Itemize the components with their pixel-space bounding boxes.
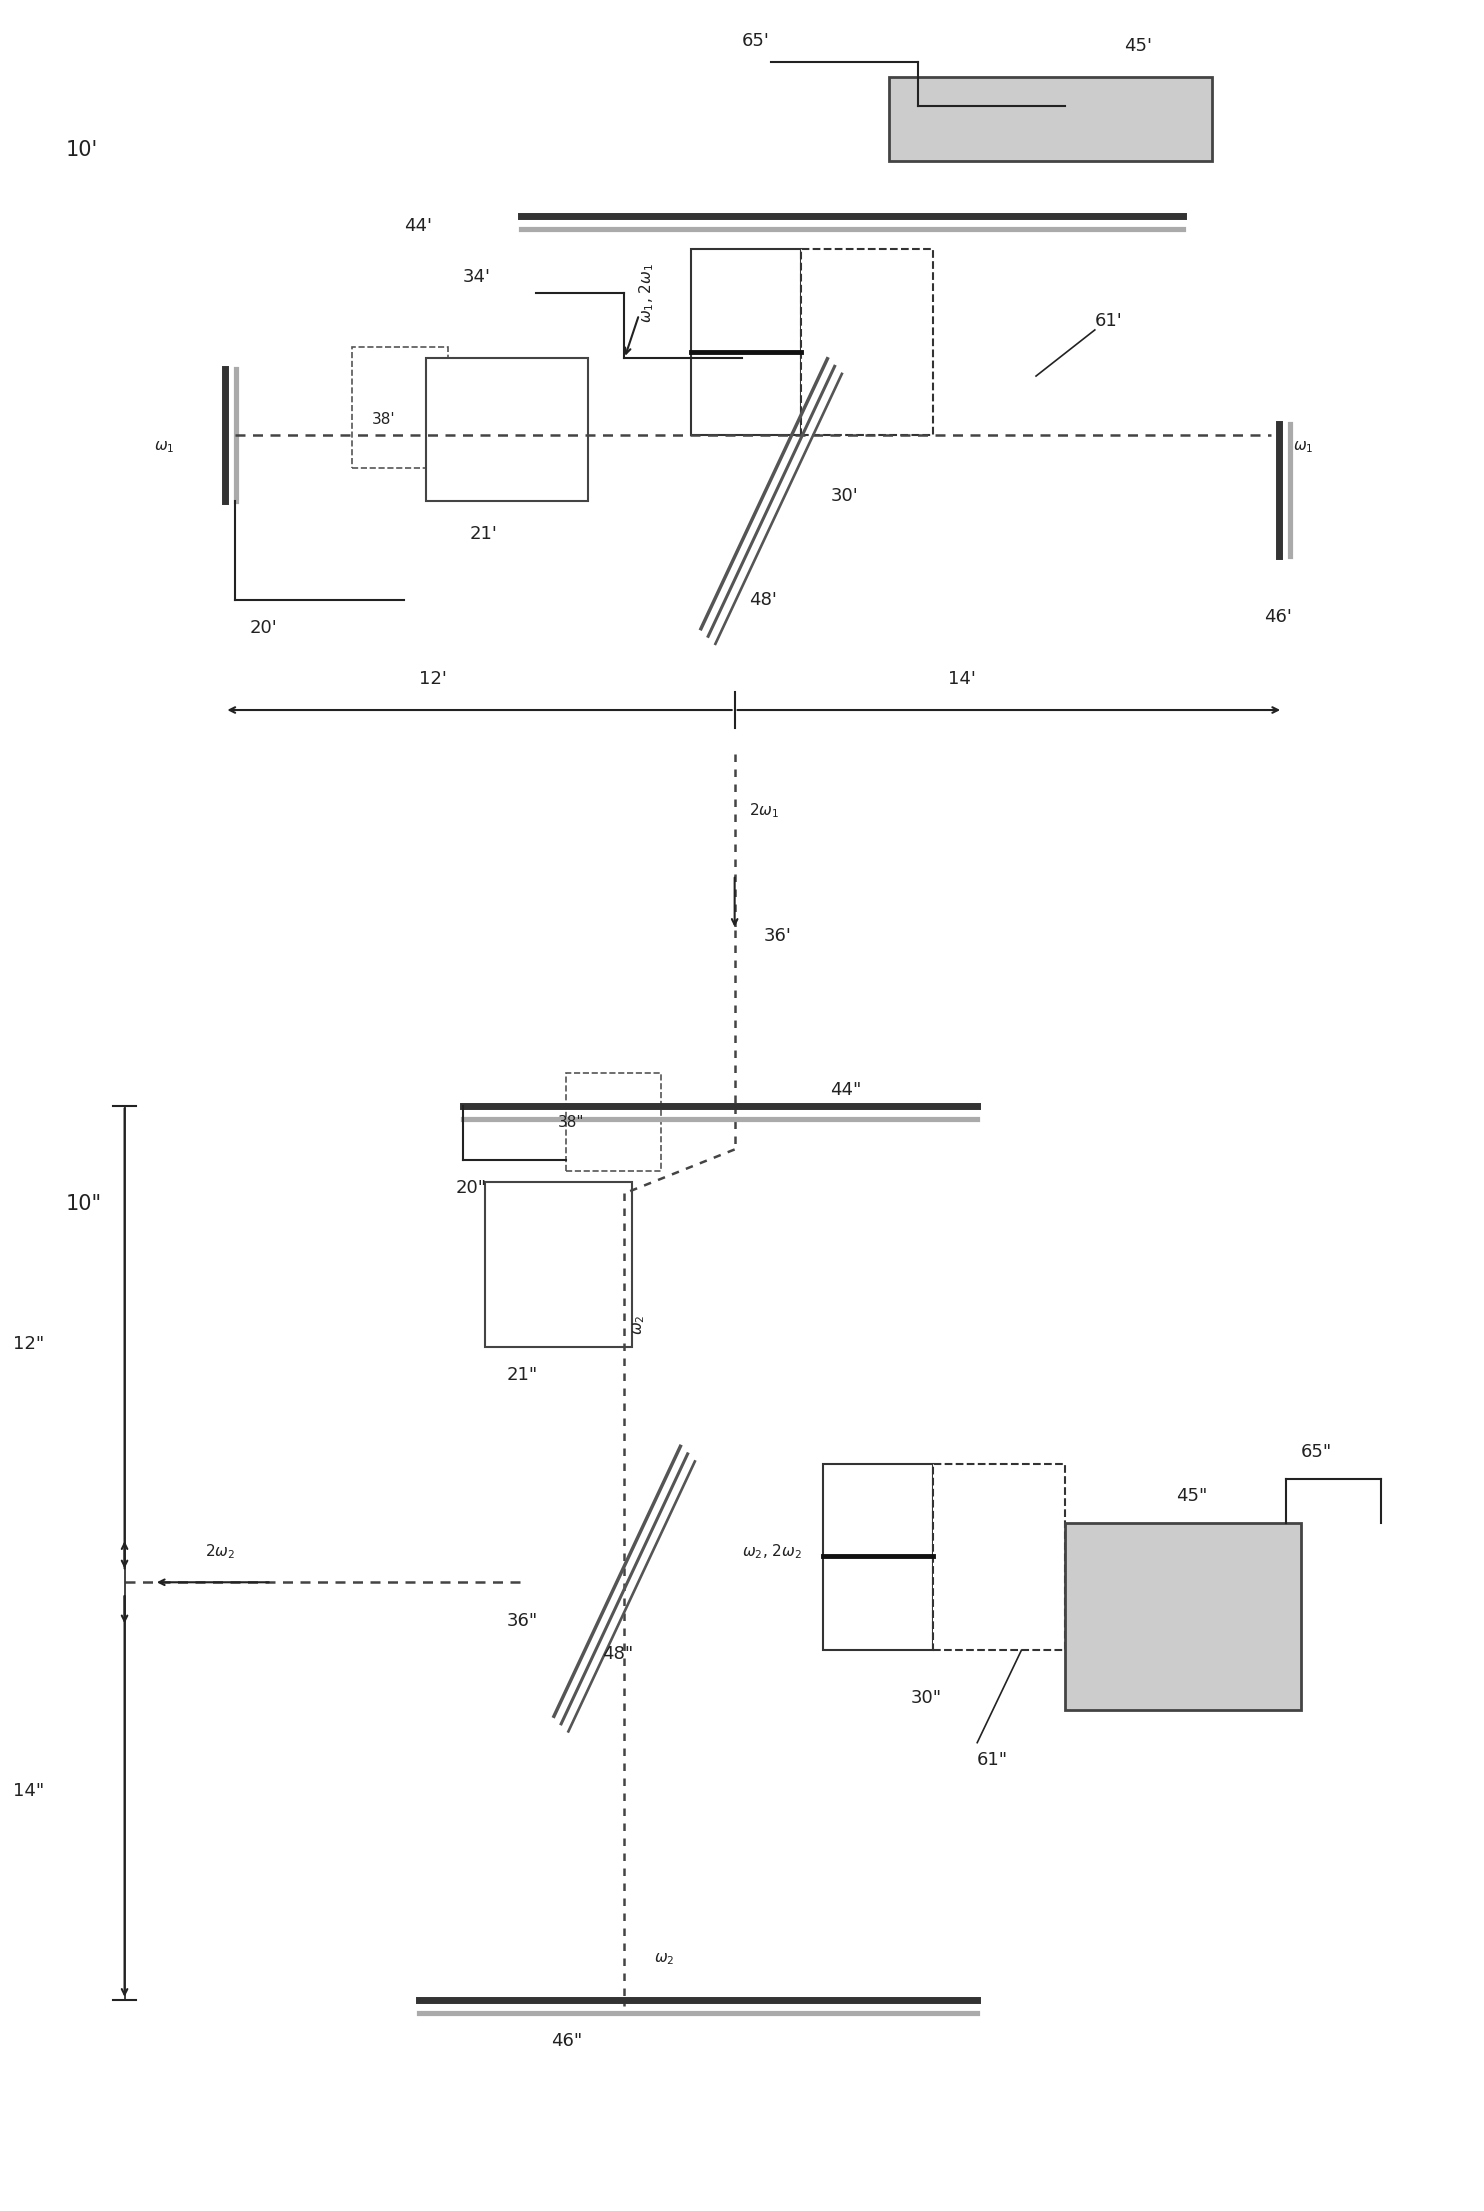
Text: $\omega_2$: $\omega_2$ — [654, 1952, 674, 1968]
Text: 20': 20' — [249, 619, 278, 637]
Text: $2\omega_1$: $2\omega_1$ — [749, 800, 779, 820]
Text: $\omega_2$, $2\omega_2$: $\omega_2$, $2\omega_2$ — [742, 1541, 801, 1561]
Bar — [822, 1464, 933, 1649]
Text: $\omega_2$: $\omega_2$ — [631, 1316, 647, 1335]
Text: $2\omega_2$: $2\omega_2$ — [205, 1541, 236, 1561]
Text: 12': 12' — [418, 670, 447, 688]
Text: 65': 65' — [742, 33, 770, 51]
Text: $\omega_1$: $\omega_1$ — [1293, 440, 1313, 455]
Text: 21': 21' — [470, 524, 499, 542]
Text: 46': 46' — [1264, 608, 1291, 626]
Text: 44': 44' — [404, 217, 432, 234]
Bar — [426, 358, 588, 502]
Text: 65": 65" — [1300, 1444, 1333, 1461]
Text: 10": 10" — [65, 1194, 102, 1214]
Text: 20": 20" — [456, 1178, 487, 1198]
Text: 14': 14' — [948, 670, 975, 688]
Text: 44": 44" — [830, 1081, 862, 1099]
Bar — [1066, 1523, 1300, 1709]
Bar — [801, 248, 933, 436]
Text: 36": 36" — [506, 1612, 539, 1630]
Text: 12": 12" — [13, 1335, 45, 1353]
Text: 46": 46" — [551, 2032, 582, 2050]
Text: 34': 34' — [463, 268, 491, 285]
Text: $\omega_1$: $\omega_1$ — [154, 440, 175, 455]
Text: 30': 30' — [830, 486, 858, 506]
Text: 48': 48' — [749, 590, 778, 608]
Text: 36': 36' — [764, 926, 792, 944]
Text: $\omega_1$, $2\omega_1$: $\omega_1$, $2\omega_1$ — [637, 263, 656, 323]
Bar — [565, 1072, 662, 1172]
Text: 38': 38' — [371, 413, 395, 427]
Text: 61": 61" — [978, 1751, 1008, 1769]
Bar — [352, 347, 448, 469]
Bar — [889, 77, 1212, 161]
Text: 10': 10' — [65, 139, 98, 159]
Text: 14": 14" — [13, 1782, 45, 1800]
Text: 38": 38" — [558, 1117, 585, 1130]
Text: 21": 21" — [506, 1366, 539, 1384]
Text: 30": 30" — [911, 1689, 942, 1707]
Bar — [690, 248, 801, 436]
Text: 45": 45" — [1175, 1488, 1206, 1506]
Text: 48": 48" — [603, 1645, 634, 1663]
Bar — [485, 1183, 632, 1346]
Bar — [933, 1464, 1066, 1649]
Text: 61': 61' — [1095, 312, 1122, 329]
Text: 45': 45' — [1125, 38, 1152, 55]
